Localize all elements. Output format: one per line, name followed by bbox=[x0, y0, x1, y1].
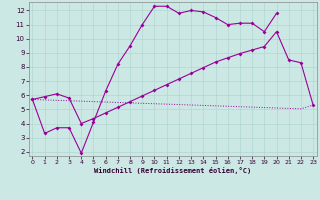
X-axis label: Windchill (Refroidissement éolien,°C): Windchill (Refroidissement éolien,°C) bbox=[94, 167, 252, 174]
